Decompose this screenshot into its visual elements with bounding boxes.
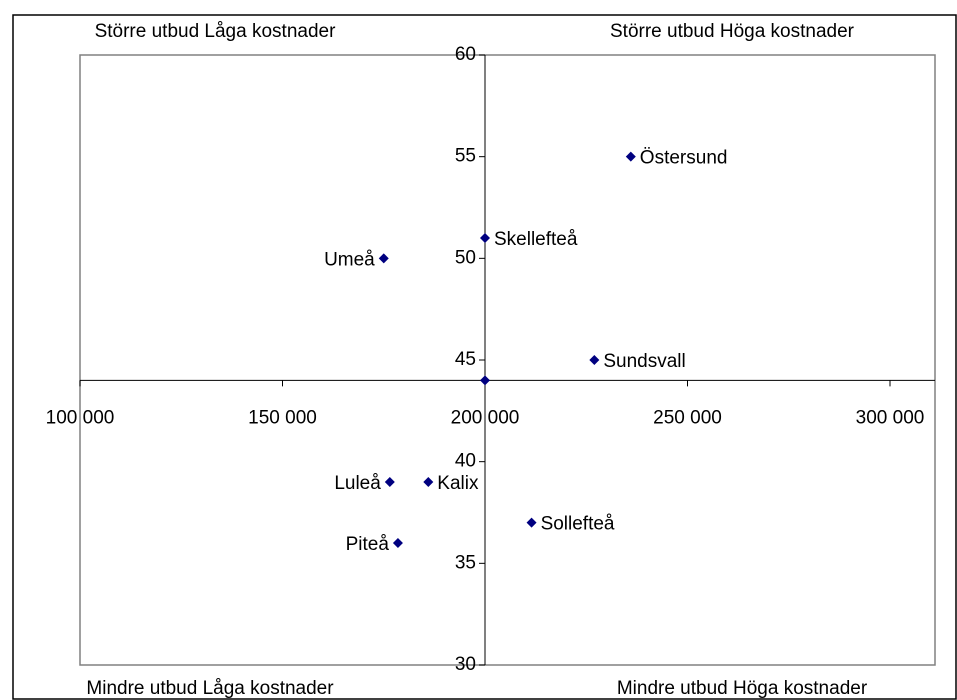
point (480, 233, 490, 243)
point-label: Sundsvall (603, 351, 685, 372)
quadrant-label: Större utbud Låga kostnader (95, 21, 337, 42)
point (378, 253, 389, 264)
y-tick-label: 40 (455, 451, 476, 472)
point-label: Östersund (640, 148, 728, 169)
quadrant-label: Mindre utbud Låga kostnader (86, 678, 334, 699)
y-tick-label: 55 (455, 146, 476, 167)
y-tick-label: 60 (455, 44, 476, 65)
point (589, 355, 600, 365)
point-label: Luleå (334, 473, 381, 494)
quadrant-label: Större utbud Höga kostnader (610, 21, 855, 42)
plot-area (79, 54, 936, 666)
y-tick-label: 30 (455, 654, 476, 675)
x-tick-label: 300 000 (856, 407, 925, 428)
point (526, 517, 537, 528)
x-tick-label: 200 000 (451, 407, 520, 428)
point-label: Umeå (324, 249, 375, 270)
y-tick-label: 35 (455, 552, 476, 573)
point (423, 477, 434, 487)
y-tick-label: 45 (455, 349, 476, 370)
point (384, 477, 395, 487)
y-tick-label: 50 (455, 247, 476, 268)
point-label: Sollefteå (541, 514, 615, 535)
point-label: Kalix (437, 473, 479, 494)
point-label: Skellefteå (494, 229, 578, 250)
x-tick-label: 100 000 (46, 407, 115, 428)
point-label: Piteå (346, 534, 390, 555)
point (392, 538, 403, 548)
x-tick-label: 150 000 (248, 407, 317, 428)
point (480, 375, 490, 386)
quadrant-label: Mindre utbud Höga kostnader (617, 678, 868, 699)
x-tick-label: 250 000 (653, 407, 722, 428)
point (625, 151, 636, 162)
